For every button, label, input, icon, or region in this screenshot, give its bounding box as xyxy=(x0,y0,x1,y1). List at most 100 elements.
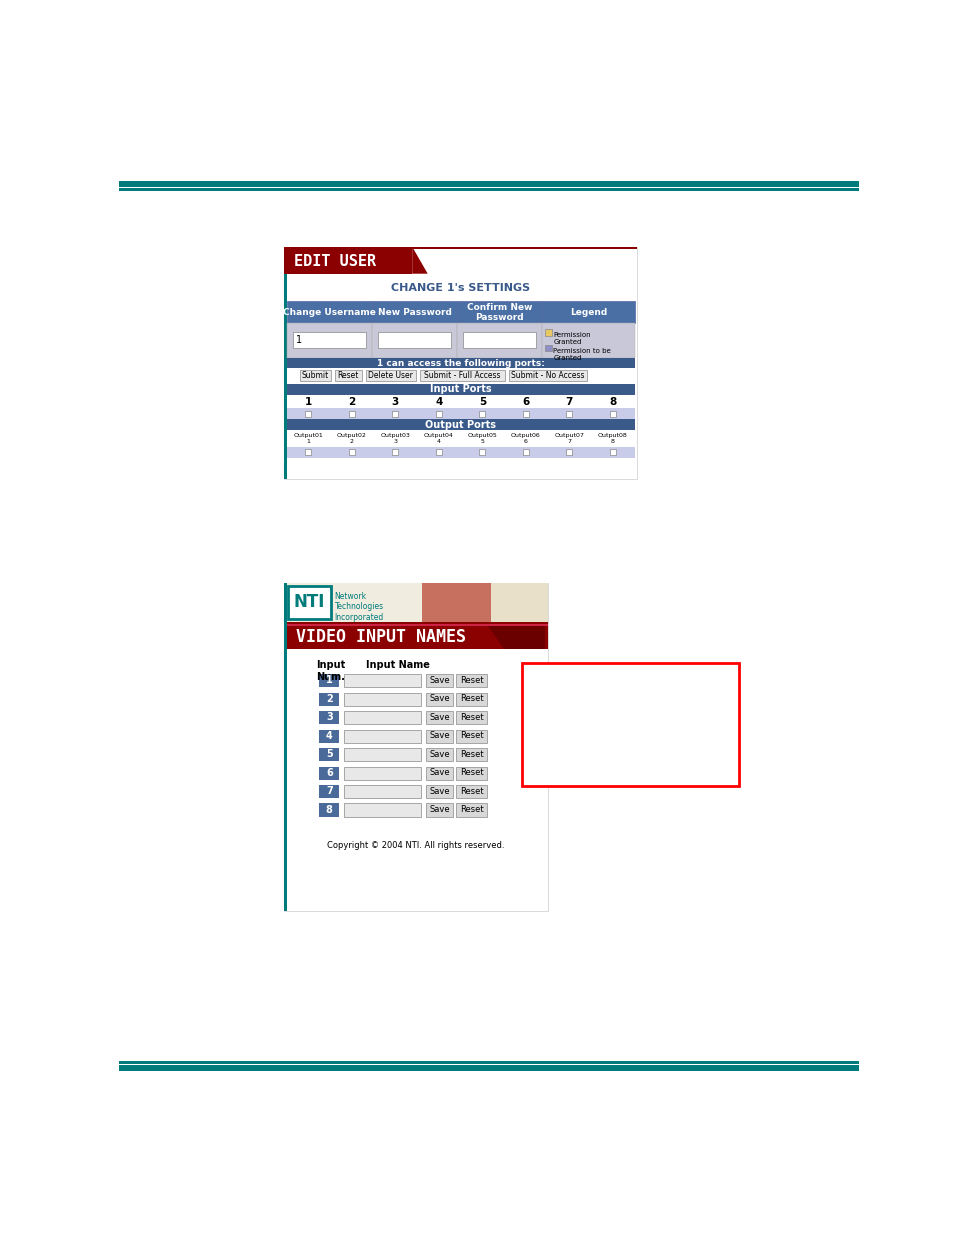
Bar xyxy=(609,411,616,417)
Text: Output04
4: Output04 4 xyxy=(423,433,454,443)
Bar xyxy=(344,693,421,705)
Text: Reset: Reset xyxy=(459,750,483,758)
Text: Submit - No Access: Submit - No Access xyxy=(511,370,584,380)
Text: Reset: Reset xyxy=(459,787,483,795)
Text: 6: 6 xyxy=(521,396,529,406)
Bar xyxy=(436,411,441,417)
Bar xyxy=(456,730,487,742)
Bar xyxy=(456,693,487,705)
Bar xyxy=(566,411,572,417)
Text: 5: 5 xyxy=(326,750,333,760)
Bar xyxy=(119,180,858,186)
Bar xyxy=(426,804,453,816)
Bar xyxy=(392,450,398,456)
Bar xyxy=(286,621,547,624)
Bar xyxy=(426,730,453,742)
Bar xyxy=(544,330,551,336)
Text: 7: 7 xyxy=(565,396,573,406)
Text: Reset: Reset xyxy=(459,768,483,777)
Text: 8: 8 xyxy=(609,396,616,406)
Bar xyxy=(609,450,616,456)
Text: Network
Technologies
Incorporated: Network Technologies Incorporated xyxy=(335,592,383,621)
Text: 8: 8 xyxy=(326,805,333,815)
Bar xyxy=(566,450,572,456)
Bar xyxy=(372,324,456,358)
Bar xyxy=(288,585,331,619)
Bar xyxy=(305,450,312,456)
Bar xyxy=(463,332,536,347)
Bar xyxy=(286,324,372,358)
Bar xyxy=(284,247,637,479)
Bar xyxy=(319,748,339,761)
Bar xyxy=(349,450,355,456)
Bar xyxy=(456,785,487,798)
Bar xyxy=(478,411,485,417)
Bar xyxy=(286,384,634,395)
Text: 1: 1 xyxy=(295,335,302,345)
Text: New Password: New Password xyxy=(377,308,451,316)
Bar xyxy=(426,693,453,705)
Text: 1 can access the following ports:: 1 can access the following ports: xyxy=(376,358,544,368)
Text: Copyright © 2004 NTI. All rights reserved.: Copyright © 2004 NTI. All rights reserve… xyxy=(327,841,504,850)
Text: Save: Save xyxy=(429,768,449,777)
Text: Reset: Reset xyxy=(459,676,483,684)
Text: Output Ports: Output Ports xyxy=(425,420,496,430)
Bar xyxy=(286,358,634,368)
Bar xyxy=(286,301,372,324)
Text: Confirm New
Password: Confirm New Password xyxy=(467,303,532,322)
Bar xyxy=(335,370,361,380)
Bar xyxy=(426,748,453,761)
Bar xyxy=(299,370,331,380)
Bar xyxy=(286,447,634,458)
Text: 2: 2 xyxy=(326,694,333,704)
Bar xyxy=(456,711,487,724)
Bar xyxy=(372,301,456,324)
Text: Save: Save xyxy=(429,787,449,795)
Bar xyxy=(349,411,355,417)
Text: EDIT USER: EDIT USER xyxy=(294,253,375,268)
Bar xyxy=(419,370,505,380)
Bar xyxy=(522,411,528,417)
Bar xyxy=(319,711,339,724)
Text: Reset: Reset xyxy=(459,731,483,740)
Text: 4: 4 xyxy=(326,731,333,741)
Text: Save: Save xyxy=(429,750,449,758)
Text: CHANGE 1's SETTINGS: CHANGE 1's SETTINGS xyxy=(391,283,530,293)
Bar xyxy=(426,767,453,779)
Text: Output05
5: Output05 5 xyxy=(467,433,497,443)
Text: 1: 1 xyxy=(326,676,333,685)
Polygon shape xyxy=(412,247,427,274)
Bar xyxy=(392,411,398,417)
Text: Save: Save xyxy=(429,731,449,740)
Bar xyxy=(284,583,286,910)
Bar xyxy=(456,674,487,687)
Bar xyxy=(293,332,365,347)
Bar xyxy=(119,1065,858,1071)
Text: Input Ports: Input Ports xyxy=(430,384,491,394)
Bar xyxy=(522,450,528,456)
Text: Submit - Full Access: Submit - Full Access xyxy=(424,370,500,380)
Bar xyxy=(542,324,634,358)
Text: Save: Save xyxy=(429,805,449,814)
Bar xyxy=(422,583,547,621)
Bar xyxy=(344,767,421,779)
Bar xyxy=(456,324,542,358)
Bar xyxy=(365,370,416,380)
Text: Save: Save xyxy=(429,713,449,721)
Bar xyxy=(319,767,339,779)
Text: 6: 6 xyxy=(326,768,333,778)
Text: 7: 7 xyxy=(326,787,333,797)
Text: Output01
1: Output01 1 xyxy=(294,433,323,443)
Bar xyxy=(491,583,547,621)
Bar xyxy=(426,674,453,687)
Text: 3: 3 xyxy=(326,713,333,722)
Bar xyxy=(284,583,547,910)
Bar xyxy=(521,662,739,785)
Bar xyxy=(286,583,422,621)
Bar xyxy=(119,1061,858,1063)
Text: Save: Save xyxy=(429,694,449,703)
Text: 2: 2 xyxy=(348,396,355,406)
Text: Permission
Granted: Permission Granted xyxy=(553,332,590,346)
Text: Output08
8: Output08 8 xyxy=(598,433,627,443)
Text: NTI: NTI xyxy=(294,593,325,611)
